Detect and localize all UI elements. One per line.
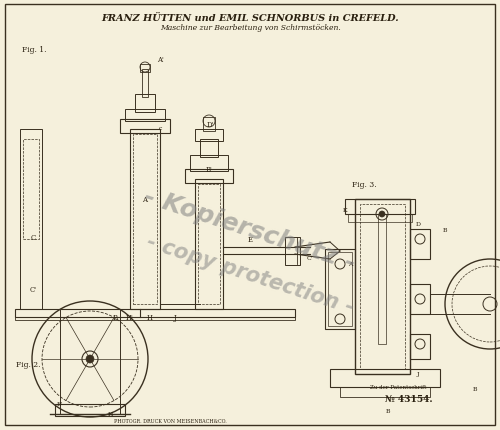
Circle shape	[379, 212, 385, 218]
Bar	[23, 140, 39, 240]
Text: A: A	[142, 196, 148, 203]
Bar	[133, 135, 157, 304]
Text: H': H'	[126, 313, 134, 321]
Bar	[360, 205, 405, 369]
Bar	[200, 140, 218, 158]
Bar	[285, 237, 300, 265]
Text: Zu der Patentschrift: Zu der Patentschrift	[370, 384, 426, 390]
Text: A': A'	[156, 56, 164, 64]
Text: № 43154.: № 43154.	[385, 395, 432, 404]
Bar	[198, 184, 220, 304]
Text: K: K	[342, 207, 347, 212]
Text: B': B'	[57, 402, 63, 406]
Bar	[378, 215, 386, 344]
Text: A: A	[348, 262, 352, 267]
Text: FRANZ HÜTTEN und EMIL SCHNORBUS in CREFELD.: FRANZ HÜTTEN und EMIL SCHNORBUS in CREFE…	[101, 13, 399, 22]
Bar	[330, 369, 440, 387]
Bar	[185, 169, 233, 184]
Bar	[328, 252, 352, 326]
Text: Fig. 2.: Fig. 2.	[16, 360, 40, 368]
Text: B: B	[112, 313, 117, 321]
Text: c: c	[158, 125, 162, 130]
Bar	[140, 65, 150, 73]
Bar	[340, 387, 430, 397]
Bar	[410, 334, 430, 359]
Bar	[195, 180, 223, 309]
Text: Fig. 1.: Fig. 1.	[22, 46, 46, 54]
Text: - copy protection -: - copy protection -	[144, 231, 356, 317]
Bar	[355, 200, 410, 374]
Text: D: D	[416, 222, 420, 227]
Text: B': B'	[206, 166, 212, 174]
Bar	[410, 230, 430, 259]
Bar	[15, 309, 295, 317]
Text: D': D'	[206, 121, 214, 129]
Bar	[190, 156, 228, 172]
Text: J: J	[174, 313, 176, 321]
Text: B: B	[472, 387, 477, 392]
Text: Maschine zur Bearbeitung von Schirmstöcken.: Maschine zur Bearbeitung von Schirmstöck…	[160, 24, 340, 32]
Text: C: C	[30, 233, 36, 241]
Bar	[20, 130, 42, 309]
Bar	[348, 215, 412, 222]
Text: H: H	[108, 412, 112, 417]
Circle shape	[86, 355, 94, 363]
Text: C': C'	[30, 286, 36, 293]
Bar	[55, 404, 125, 416]
Bar	[195, 130, 223, 141]
Text: - Kopierschutz -: - Kopierschutz -	[141, 184, 359, 275]
Bar	[410, 284, 430, 314]
Text: C': C'	[307, 255, 313, 260]
Bar	[120, 120, 170, 134]
Bar	[345, 200, 415, 215]
Text: J: J	[416, 372, 419, 377]
Bar	[130, 130, 160, 309]
Bar	[142, 70, 148, 98]
Bar	[203, 118, 215, 132]
Bar	[15, 317, 295, 320]
Text: Fig. 3.: Fig. 3.	[352, 181, 376, 189]
Text: H: H	[147, 313, 153, 321]
Text: PHOTOGR. DRUCK VON MEISENBACH&CO.: PHOTOGR. DRUCK VON MEISENBACH&CO.	[114, 418, 226, 424]
Text: B: B	[386, 408, 390, 414]
Bar	[135, 95, 155, 113]
Text: B: B	[443, 227, 447, 232]
Bar	[325, 249, 355, 329]
Text: E: E	[248, 236, 252, 243]
Bar	[125, 110, 165, 122]
